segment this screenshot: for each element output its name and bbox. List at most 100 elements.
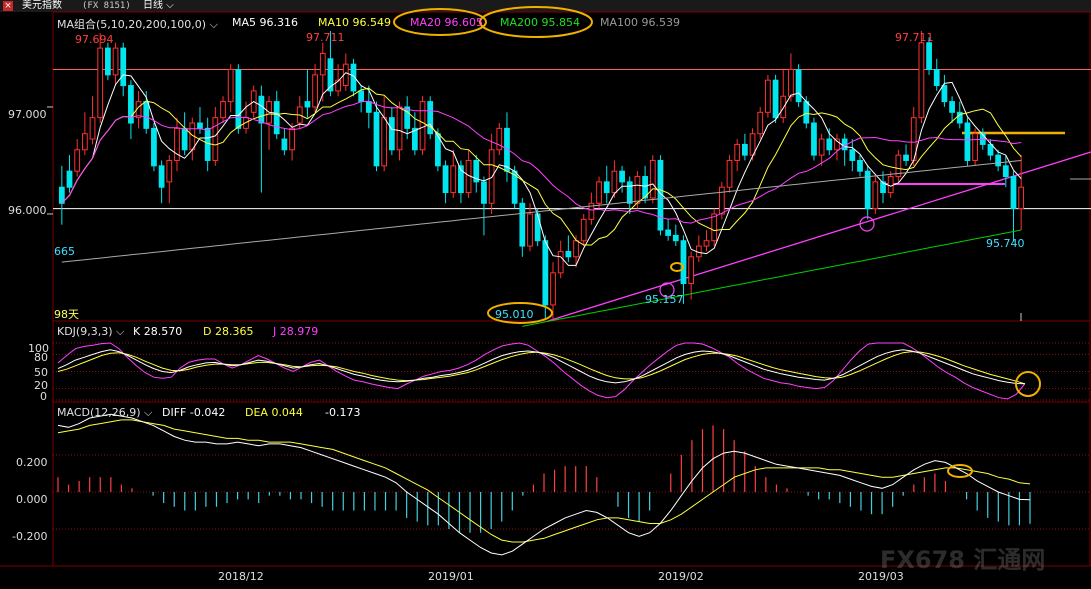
candle-body [89, 117, 96, 140]
window-title-bar: × 美元指数 (FX 8151) 日线 ⌵ [0, 0, 1091, 12]
candle-body [642, 176, 648, 199]
high-label-1: 97.694 [75, 33, 114, 46]
macd-title[interactable]: MACD(12,26,9) ⌵ [57, 406, 153, 419]
candle-body [672, 234, 679, 242]
x-tick: 2019/02 [658, 570, 704, 583]
candle-body [158, 165, 165, 188]
candle-body [105, 47, 111, 76]
candle-body [680, 240, 687, 285]
candle-body [603, 181, 610, 194]
candle-body [811, 122, 817, 156]
candle-body [174, 127, 180, 161]
candle-body [741, 143, 748, 156]
candle-body [665, 229, 672, 236]
close-icon[interactable]: × [3, 1, 13, 11]
candle-body [427, 101, 434, 135]
macd-layer [57, 413, 1031, 556]
candle-body [128, 85, 134, 124]
low-label-3: 95.740 [986, 237, 1025, 250]
candle-body [788, 69, 794, 97]
candle-body [757, 111, 764, 135]
candle-body [933, 69, 940, 87]
candle-body [442, 165, 449, 194]
candle-body [481, 181, 487, 204]
ma10-value: MA10 96.549 [318, 16, 391, 29]
candle-body [81, 133, 88, 151]
chevron-down-icon: ⌵ [140, 406, 153, 419]
candle-body [857, 159, 863, 172]
candle-body [565, 250, 572, 258]
candle-body [619, 170, 625, 183]
candle-body [327, 58, 334, 92]
candle-body [803, 101, 810, 124]
kdj-tick: 50 [34, 366, 48, 379]
kdj-j-line [57, 342, 1026, 400]
ma200-line [522, 229, 1022, 327]
candle-body [964, 122, 971, 161]
candle-body [903, 154, 909, 161]
candle-body [273, 101, 280, 135]
macd-dea-value: DEA 0.044 [245, 406, 303, 419]
candle-body [895, 154, 902, 178]
kdj-k-line [57, 349, 1026, 385]
highlight-ellipse [670, 262, 684, 272]
candle-body [818, 138, 825, 156]
kdj-d-line [57, 351, 1026, 385]
candle-body [488, 149, 495, 204]
candle-body [703, 240, 710, 247]
chevron-down-icon: ⌵ [112, 325, 125, 338]
chevron-down-icon: ⌵ [163, 0, 174, 11]
candle-body [780, 95, 787, 119]
candle-body [542, 240, 549, 306]
candle-body [204, 127, 211, 161]
period-selector[interactable]: 日线 ⌵ [143, 0, 174, 12]
candle-body [458, 165, 464, 194]
ma5-value: MA5 96.316 [232, 16, 298, 29]
candle-body [496, 127, 503, 151]
high-label-3: 97.711 [895, 31, 934, 44]
candle-body [941, 85, 948, 103]
candle-body [688, 256, 695, 285]
magenta-circle [859, 216, 875, 232]
candle-body [987, 143, 994, 156]
kdj-title[interactable]: KDJ(9,3,3) ⌵ [57, 325, 125, 338]
candle-body [335, 79, 342, 92]
candle-body [281, 138, 288, 151]
candle-body [143, 101, 150, 129]
x-tick: 2019/03 [858, 570, 904, 583]
candle-body [995, 154, 1002, 167]
candle-body [388, 117, 395, 151]
kdj-tick: 0 [40, 390, 47, 403]
candle-body [396, 106, 403, 151]
candle-body [872, 181, 879, 210]
candle-body [312, 74, 318, 108]
kdj-tick: 20 [34, 379, 48, 392]
candle-body [611, 170, 618, 194]
candle-body [212, 117, 219, 161]
period-label: 日线 [143, 0, 163, 11]
candle-body [649, 159, 656, 199]
candle-body [765, 79, 771, 113]
candle-body [726, 159, 733, 188]
candle-body [1010, 176, 1017, 210]
candle-body [826, 138, 833, 151]
ma20-line [61, 100, 1022, 224]
low-label-1: 95.010 [495, 308, 534, 321]
symbol-title: 美元指数 [22, 0, 62, 11]
candle-body [956, 111, 963, 124]
candle-body [304, 101, 311, 108]
candle-body [358, 90, 365, 103]
candle-body [949, 101, 955, 113]
candle-body [220, 101, 226, 119]
chevron-down-icon: ⌵ [206, 18, 218, 31]
candle-body [550, 272, 556, 306]
highlight-ellipse [393, 8, 487, 36]
candle-body [197, 122, 203, 129]
candle-body [534, 213, 541, 242]
ma-group-label[interactable]: MA组合(5,10,20,200,100,0) ⌵ [57, 18, 218, 31]
candle-body [734, 143, 741, 161]
candle-body [411, 127, 418, 151]
candle-body [1018, 186, 1025, 210]
candle-body [473, 159, 480, 183]
